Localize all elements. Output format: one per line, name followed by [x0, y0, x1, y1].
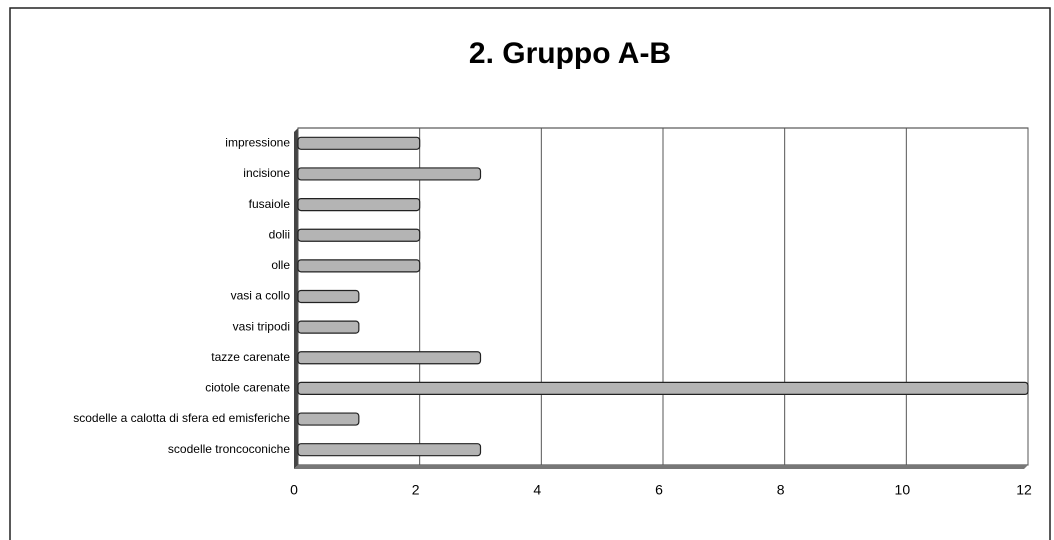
y-tick-label: scodelle troncoconiche [168, 442, 290, 456]
y-tick-label: incisione [243, 166, 290, 180]
floor [294, 465, 1028, 469]
bar [297, 412, 360, 426]
chart-title: 2. Gruppo A-B [469, 37, 671, 70]
x-tick-label: 12 [1016, 482, 1032, 498]
bar [297, 259, 421, 273]
bar [297, 136, 421, 150]
x-tick-label: 4 [533, 482, 541, 498]
bar [297, 167, 482, 181]
bar [297, 289, 360, 304]
bar [297, 228, 421, 242]
y-tick-label: scodelle a calotta di sfera ed emisferic… [73, 411, 290, 425]
y-tick-label: ciotole carenate [205, 381, 290, 395]
side-wall [294, 128, 298, 469]
y-tick-label: olle [271, 258, 290, 272]
y-tick-label: vasi tripodi [233, 319, 290, 333]
y-tick-label: tazze carenate [211, 350, 290, 364]
bar [297, 381, 1029, 396]
bar [297, 443, 482, 457]
y-tick-label: fusaiole [249, 197, 291, 211]
bar [297, 197, 421, 212]
y-tick-label: vasi a collo [231, 289, 291, 303]
chart-frame [9, 7, 1051, 540]
bar [297, 351, 482, 365]
x-tick-label: 8 [777, 482, 785, 498]
y-tick-label: impressione [225, 135, 290, 149]
y-tick-label: dolii [269, 227, 290, 241]
bar [297, 320, 360, 334]
x-tick-label: 0 [290, 482, 298, 498]
x-tick-label: 10 [895, 482, 911, 498]
x-tick-label: 6 [655, 482, 663, 498]
x-tick-label: 2 [412, 482, 420, 498]
